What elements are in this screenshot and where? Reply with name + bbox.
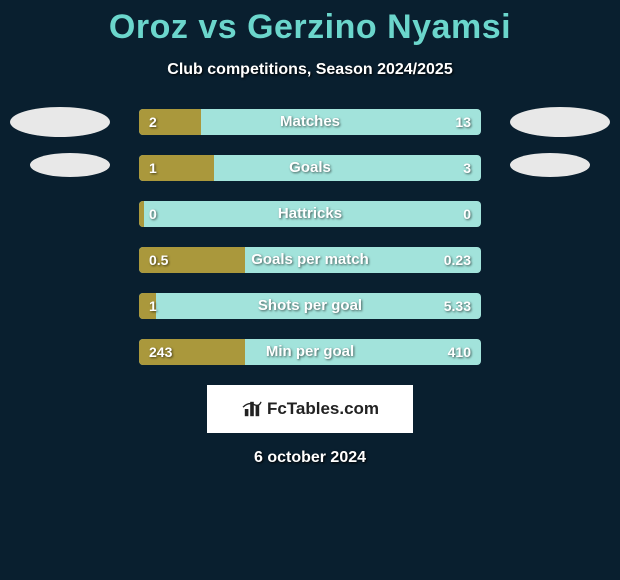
bar-track: 2 Matches 13 — [139, 109, 481, 135]
bar-chart-icon — [241, 400, 263, 418]
value-right: 5.33 — [444, 293, 471, 319]
stat-row: 243 Min per goal 410 — [0, 339, 620, 365]
player-avatar-left — [10, 107, 110, 137]
value-left: 1 — [149, 155, 157, 181]
stat-label: Shots per goal — [139, 293, 481, 319]
logo-box: FcTables.com — [207, 385, 413, 433]
bar-track: 1 Shots per goal 5.33 — [139, 293, 481, 319]
value-right: 3 — [463, 155, 471, 181]
value-left: 2 — [149, 109, 157, 135]
value-left: 0.5 — [149, 247, 168, 273]
player-avatar-right — [510, 153, 590, 177]
value-left: 1 — [149, 293, 157, 319]
value-right: 0 — [463, 201, 471, 227]
stat-row: 1 Goals 3 — [0, 155, 620, 181]
bar-track: 0 Hattricks 0 — [139, 201, 481, 227]
bar-track: 243 Min per goal 410 — [139, 339, 481, 365]
logo: FcTables.com — [241, 399, 379, 419]
player-avatar-right — [510, 107, 610, 137]
subtitle: Club competitions, Season 2024/2025 — [0, 61, 620, 79]
value-left: 243 — [149, 339, 172, 365]
stat-row: 0.5 Goals per match 0.23 — [0, 247, 620, 273]
stat-row: 2 Matches 13 — [0, 109, 620, 135]
value-right: 13 — [455, 109, 471, 135]
value-right: 0.23 — [444, 247, 471, 273]
logo-text: FcTables.com — [267, 399, 379, 419]
stat-label: Hattricks — [139, 201, 481, 227]
page-title: Oroz vs Gerzino Nyamsi — [0, 0, 620, 47]
comparison-chart: 2 Matches 13 1 Goals 3 0 Hattricks 0 0.5… — [0, 109, 620, 365]
stat-row: 1 Shots per goal 5.33 — [0, 293, 620, 319]
stat-row: 0 Hattricks 0 — [0, 201, 620, 227]
value-left: 0 — [149, 201, 157, 227]
player-avatar-left — [30, 153, 110, 177]
value-right: 410 — [448, 339, 471, 365]
bar-track: 0.5 Goals per match 0.23 — [139, 247, 481, 273]
date: 6 october 2024 — [0, 449, 620, 467]
bar-left-fill — [139, 201, 144, 227]
bar-track: 1 Goals 3 — [139, 155, 481, 181]
